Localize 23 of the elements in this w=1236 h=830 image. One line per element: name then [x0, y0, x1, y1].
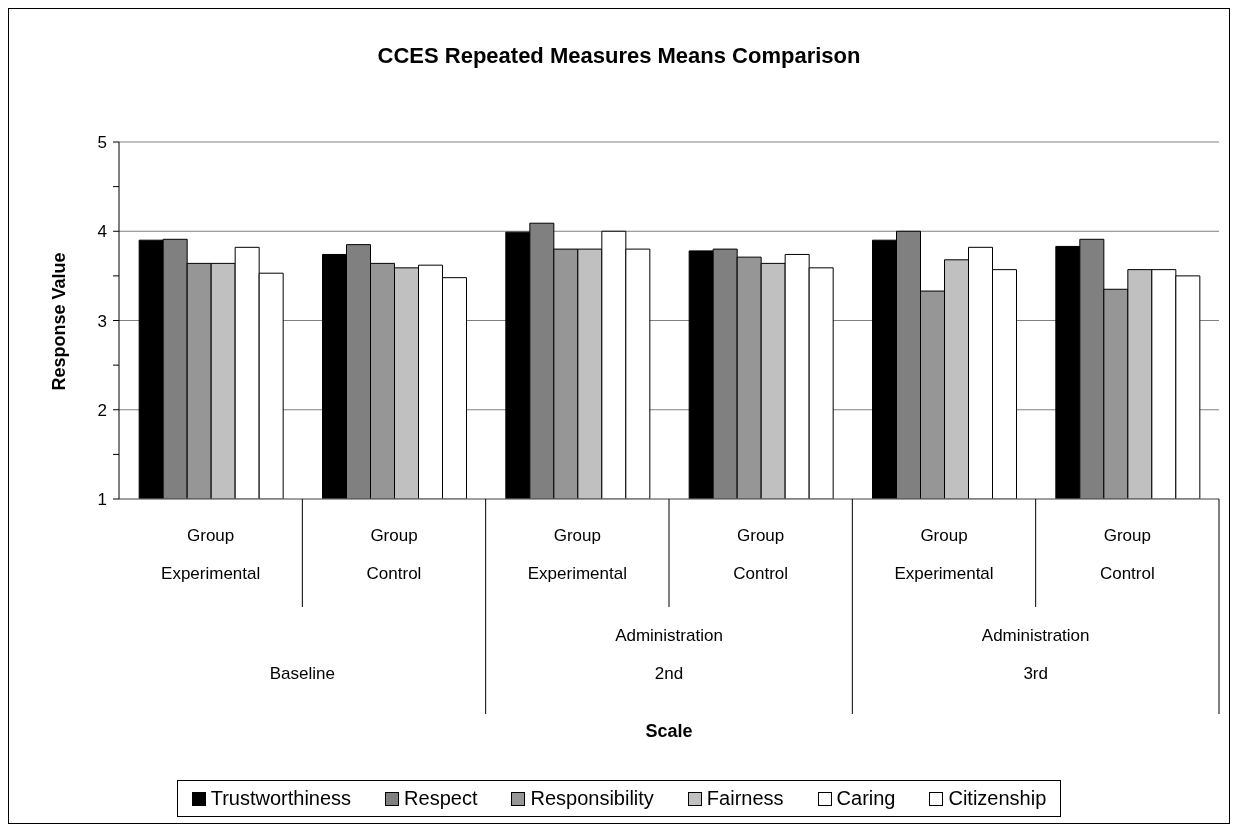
legend-label: Respect — [403, 787, 478, 810]
legend-label: Caring — [835, 787, 896, 810]
y-tick-label: 3 — [97, 311, 107, 331]
y-tick-label: 4 — [97, 222, 107, 242]
legend-label: Responsibility — [529, 787, 654, 810]
legend-label: Fairness — [705, 787, 784, 810]
x-tick-label: Group Experimental — [894, 526, 994, 583]
legend-label: Trustworthiness — [209, 787, 352, 810]
x-tick-label: Group Control — [366, 526, 422, 583]
x-tick-label: Group Control — [733, 526, 789, 583]
text: Administration 3rd — [981, 626, 1090, 683]
y-tick-label: 1 — [97, 490, 107, 509]
text: Administration 2nd — [615, 626, 723, 683]
legend-label: Citizenship — [947, 787, 1047, 810]
chart-title: CCES Repeated Measures Means Comparison — [376, 43, 862, 69]
text: Scale — [644, 721, 694, 742]
x-tick-label: Group Experimental — [161, 526, 261, 583]
x-tick-label: Group Experimental — [527, 526, 627, 583]
x-tick-label: Group Control — [1099, 526, 1155, 583]
y-tick-label: 2 — [97, 400, 107, 420]
y-tick-label: 5 — [97, 133, 107, 152]
y-axis-title: Response Value — [49, 252, 70, 391]
text: Baseline — [269, 664, 335, 683]
